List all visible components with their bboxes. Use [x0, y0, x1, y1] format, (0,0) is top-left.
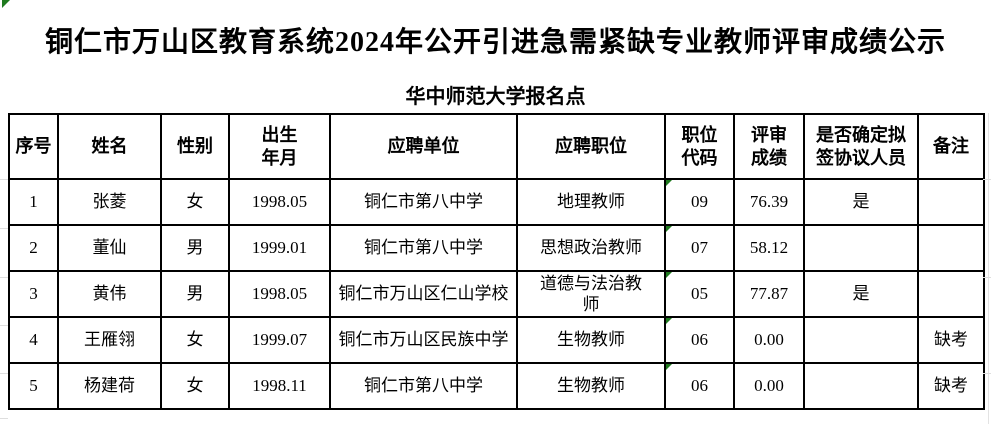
- cell-birthdate: 1998.05: [228, 270, 331, 318]
- cell-index: 1: [8, 178, 59, 226]
- registration-site-subtitle: 华中师范大学报名点: [405, 86, 586, 108]
- cell-position: 生物教师: [516, 362, 666, 410]
- gridline-remnant: [0, 418, 8, 419]
- col-header-gender: 性别: [160, 113, 230, 180]
- col-header-score: 评审 成绩: [733, 113, 805, 180]
- gridline-remnant: [0, 277, 8, 278]
- cell-position-code: 06: [664, 362, 735, 410]
- cell-agreement: [803, 316, 919, 364]
- cell-position-code: 06: [664, 316, 735, 364]
- col-header-remarks: 备注: [917, 113, 985, 180]
- col-header-birthdate: 出生 年月: [228, 113, 331, 180]
- table-row: 3 黄伟 男 1998.05 铜仁市万山区仁山学校 道德与法治教 师 05 77…: [8, 270, 985, 318]
- cell-position-code: 07: [664, 224, 735, 272]
- gridline-remnant: [983, 373, 991, 374]
- cell-agreement: [803, 224, 919, 272]
- cell-agreement: 是: [803, 178, 919, 226]
- cell-name: 王雁翎: [57, 316, 162, 364]
- cell-index: 2: [8, 224, 59, 272]
- cell-birthdate: 1999.01: [228, 224, 331, 272]
- gridline-remnant: [988, 113, 989, 424]
- cell-agreement: 是: [803, 270, 919, 318]
- cell-score: 77.87: [733, 270, 805, 318]
- cell-remarks: 缺考: [917, 362, 985, 410]
- cell-employer: 铜仁市万山区仁山学校: [329, 270, 518, 318]
- gridline-remnant: [0, 373, 8, 374]
- table-row: 2 董仙 男 1999.01 铜仁市第八中学 思想政治教师 07 58.12: [8, 224, 985, 272]
- gridline-remnant: [0, 325, 8, 326]
- cell-name: 杨建荷: [57, 362, 162, 410]
- cell-score: 0.00: [733, 316, 805, 364]
- cell-gender: 女: [160, 178, 230, 226]
- error-indicator-icon: [667, 273, 672, 278]
- cell-agreement: [803, 362, 919, 410]
- cell-position: 地理教师: [516, 178, 666, 226]
- gridline-remnant: [983, 277, 991, 278]
- cell-position: 生物教师: [516, 316, 666, 364]
- cell-employer: 铜仁市第八中学: [329, 362, 518, 410]
- page-title: 铜仁市万山区教育系统2024年公开引进急需紧缺专业教师评审成绩公示: [44, 27, 946, 58]
- cell-score: 58.12: [733, 224, 805, 272]
- error-indicator-icon: [667, 319, 672, 324]
- cell-name: 董仙: [57, 224, 162, 272]
- cell-remarks: [917, 270, 985, 318]
- table-row: 5 杨建荷 女 1998.11 铜仁市第八中学 生物教师 06 0.00 缺考: [8, 362, 985, 410]
- cell-gender: 男: [160, 224, 230, 272]
- cell-gender: 男: [160, 270, 230, 318]
- cell-remarks: [917, 178, 985, 226]
- gridline-remnant: [983, 179, 991, 180]
- cell-score: 76.39: [733, 178, 805, 226]
- cell-gender: 女: [160, 316, 230, 364]
- cell-position-code: 09: [664, 178, 735, 226]
- cell-employer: 铜仁市第八中学: [329, 178, 518, 226]
- cell-name: 张菱: [57, 178, 162, 226]
- error-indicator-icon: [667, 227, 672, 232]
- cell-index: 4: [8, 316, 59, 364]
- header-row: 序号 姓名 性别 出生 年月 应聘单位 应聘职位 职位 代码 评审 成绩 是否确…: [8, 113, 985, 180]
- spreadsheet-corner-mark-icon: [2, 0, 10, 8]
- cell-birthdate: 1999.07: [228, 316, 331, 364]
- gridline-remnant: [0, 179, 8, 180]
- cell-position: 思想政治教师: [516, 224, 666, 272]
- col-header-agreement: 是否确定拟 签协议人员: [803, 113, 919, 180]
- cell-score: 0.00: [733, 362, 805, 410]
- cell-index: 5: [8, 362, 59, 410]
- table-row: 4 王雁翎 女 1999.07 铜仁市万山区民族中学 生物教师 06 0.00 …: [8, 316, 985, 364]
- cell-position: 道德与法治教 师: [516, 270, 666, 318]
- error-indicator-icon: [667, 365, 672, 370]
- col-header-index: 序号: [8, 113, 59, 180]
- cell-remarks: [917, 224, 985, 272]
- col-header-position-code: 职位 代码: [664, 113, 735, 180]
- cell-employer: 铜仁市万山区民族中学: [329, 316, 518, 364]
- cell-birthdate: 1998.11: [228, 362, 331, 410]
- gridline-remnant: [0, 228, 8, 229]
- cell-name: 黄伟: [57, 270, 162, 318]
- col-header-position: 应聘职位: [516, 113, 666, 180]
- cell-remarks: 缺考: [917, 316, 985, 364]
- score-publicity-table: 序号 姓名 性别 出生 年月 应聘单位 应聘职位 职位 代码 评审 成绩 是否确…: [8, 113, 985, 410]
- col-header-name: 姓名: [57, 113, 162, 180]
- cell-gender: 女: [160, 362, 230, 410]
- cell-employer: 铜仁市第八中学: [329, 224, 518, 272]
- cell-position-code: 05: [664, 270, 735, 318]
- error-indicator-icon: [667, 181, 672, 186]
- cell-birthdate: 1998.05: [228, 178, 331, 226]
- col-header-employer: 应聘单位: [329, 113, 518, 180]
- table-row: 1 张菱 女 1998.05 铜仁市第八中学 地理教师 09 76.39 是: [8, 178, 985, 226]
- cell-index: 3: [8, 270, 59, 318]
